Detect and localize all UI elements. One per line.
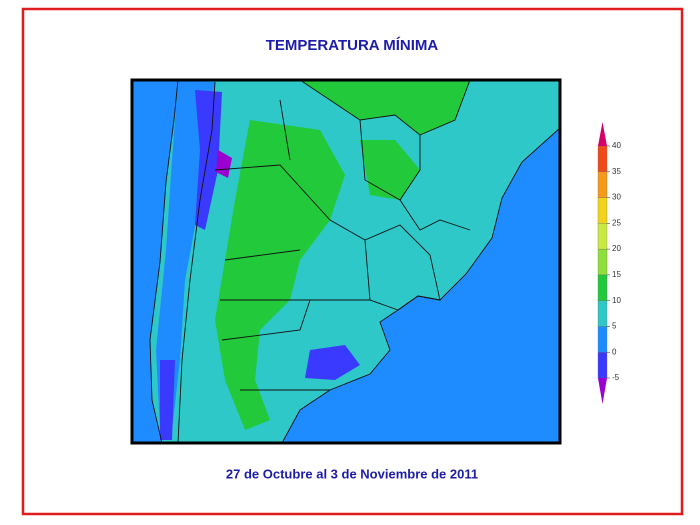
warm-north: [300, 80, 470, 135]
colorbar-above: [598, 122, 607, 146]
provinces: [214, 99, 370, 391]
colorbar: -5 0 5 10 15 20 25 30 35 40: [597, 122, 621, 404]
colorbar-tick-label: 5: [612, 322, 617, 331]
cold-patagonia: [305, 345, 360, 380]
colorbar-segment: [597, 197, 608, 224]
colorbar-tick-label: 35: [612, 167, 621, 176]
map-frame: [130, 78, 562, 445]
frame: [21, 7, 684, 516]
colorbar-segment: [597, 300, 608, 327]
colorbar-tick-label: 40: [612, 141, 621, 150]
title: TEMPERATURA MÍNIMA: [266, 37, 439, 54]
coast-west: [149, 79, 179, 444]
cold-spot: [216, 150, 232, 178]
colorbar-segment: [597, 274, 608, 301]
colorbar-below: [598, 378, 607, 404]
colorbar-segment: [597, 171, 608, 198]
andes-colder: [195, 90, 222, 230]
border-paraguay: [359, 119, 471, 231]
colorbar-segment: [597, 326, 608, 353]
colorbar-tick-label: -5: [612, 373, 620, 382]
colorbar-tick-label: 20: [612, 244, 621, 253]
colorbar-segment: [597, 352, 608, 379]
border-chile: [177, 81, 216, 444]
border-bolivia: [299, 79, 471, 136]
colorbar-tick-label: 10: [612, 296, 621, 305]
colorbar-segment: [597, 223, 608, 250]
colorbar-tick-label: 30: [612, 193, 621, 202]
colorbar-tick-label: 25: [612, 218, 621, 227]
warm-east: [360, 140, 420, 200]
border-uruguay: [364, 224, 441, 311]
colorbar-segment: [597, 248, 608, 276]
warm-central: [215, 120, 345, 430]
colorbar-segment: [597, 145, 608, 172]
colorbar-tick-label: 0: [612, 347, 617, 356]
map: [130, 78, 562, 445]
colorbar-tick-label: 15: [612, 270, 621, 279]
cold-south: [160, 360, 175, 440]
subtitle: 27 de Octubre al 3 de Noviembre de 2011: [226, 466, 478, 481]
